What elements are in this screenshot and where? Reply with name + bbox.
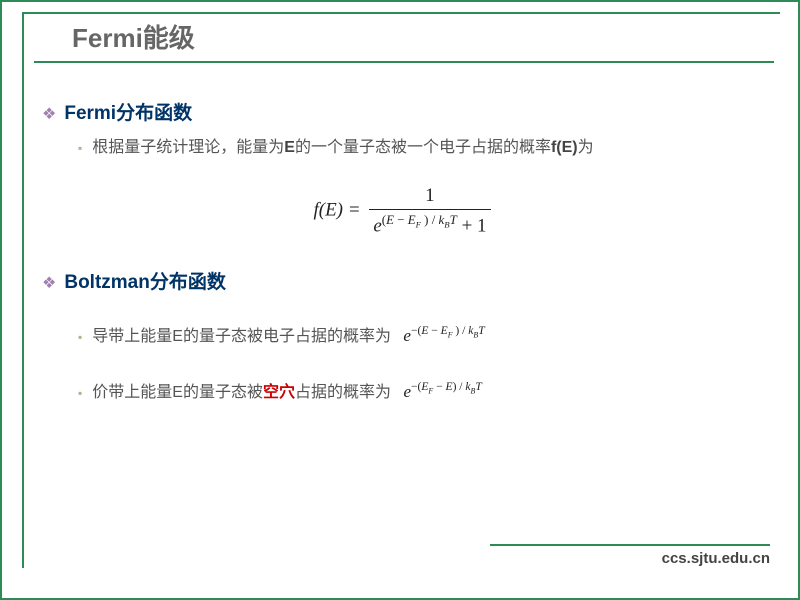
formula-fraction: 1 e(E − EF ) / kBT + 1 [369, 185, 490, 237]
section-2-item-2: ▪ 价带上能量E的量子态被空穴占据的概率为 e−(EF − E) / kBT [78, 378, 762, 406]
footer-text: ccs.sjtu.edu.cn [662, 550, 770, 567]
section-1-title: Fermi分布函数 [64, 98, 192, 125]
section-2-text-2: 价带上能量E的量子态被空穴占据的概率为 e−(EF − E) / kBT [92, 378, 482, 406]
hole-highlight: 空穴 [263, 384, 295, 401]
section-2-text-1: 导带上能量E的量子态被电子占据的概率为 e−(E − EF ) / kBT [92, 322, 484, 350]
section-1-text: 根据量子统计理论，能量为E的一个量子态被一个电子占据的概率f(E)为 [92, 135, 593, 161]
diamond-icon: ❖ [42, 274, 56, 293]
formula-lhs: f(E) = [313, 199, 360, 220]
section-2-item-1: ▪ 导带上能量E的量子态被电子占据的概率为 e−(E − EF ) / kBT [78, 322, 762, 350]
fermi-formula: f(E) = 1 e(E − EF ) / kBT + 1 [42, 185, 762, 237]
section-2-head: ❖ Boltzman分布函数 [42, 267, 762, 294]
slide-title: Fermi能级 [34, 18, 774, 55]
section-1-head: ❖ Fermi分布函数 [42, 98, 762, 125]
formula-denominator: e(E − EF ) / kBT + 1 [369, 210, 490, 237]
section-1-bullet: ▪ 根据量子统计理论，能量为E的一个量子态被一个电子占据的概率f(E)为 [78, 135, 762, 161]
section-2-title: Boltzman分布函数 [64, 267, 226, 294]
title-bar: Fermi能级 [34, 18, 774, 63]
boltzmann-formula-1: e−(E − EF ) / kBT [403, 326, 484, 345]
square-icon: ▪ [78, 328, 82, 347]
footer-bar: ccs.sjtu.edu.cn [490, 544, 770, 568]
square-icon: ▪ [78, 384, 82, 403]
content: ❖ Fermi分布函数 ▪ 根据量子统计理论，能量为E的一个量子态被一个电子占据… [42, 98, 762, 411]
square-icon: ▪ [78, 139, 82, 158]
formula-numerator: 1 [369, 185, 490, 210]
diamond-icon: ❖ [42, 105, 56, 124]
boltzmann-formula-2: e−(EF − E) / kBT [403, 382, 481, 401]
slide: Fermi能级 ❖ Fermi分布函数 ▪ 根据量子统计理论，能量为E的一个量子… [0, 0, 800, 600]
